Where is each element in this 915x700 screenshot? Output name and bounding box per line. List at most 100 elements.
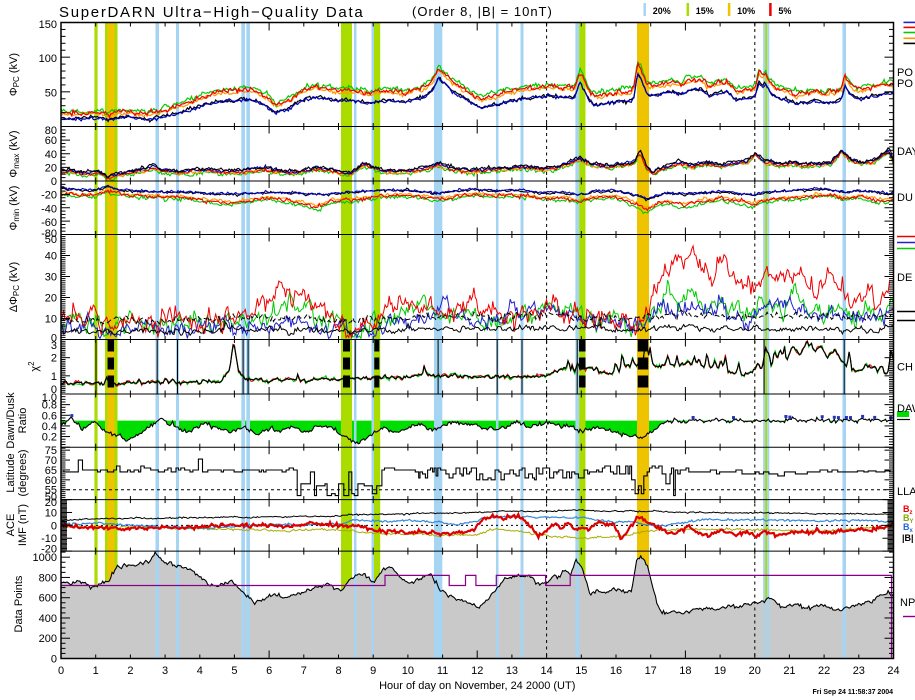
svg-text:400: 400 bbox=[39, 613, 57, 625]
svg-text:DE: DE bbox=[897, 272, 912, 284]
svg-text:24: 24 bbox=[887, 665, 899, 677]
svg-text:21: 21 bbox=[783, 665, 795, 677]
svg-text:0: 0 bbox=[51, 176, 57, 188]
svg-text:20%: 20% bbox=[653, 6, 671, 16]
svg-text:BY: BY bbox=[903, 513, 914, 525]
svg-text:DAW: DAW bbox=[897, 403, 915, 415]
svg-text:1: 1 bbox=[51, 371, 57, 383]
svg-text:-20: -20 bbox=[41, 190, 57, 202]
svg-text:Fri Sep 24 11:58:37 2004: Fri Sep 24 11:58:37 2004 bbox=[812, 689, 893, 696]
svg-text:5%: 5% bbox=[778, 6, 791, 16]
svg-text:χ2: χ2 bbox=[27, 361, 41, 372]
svg-text:20: 20 bbox=[45, 497, 57, 509]
svg-text:60: 60 bbox=[45, 135, 57, 147]
svg-text:65: 65 bbox=[45, 465, 57, 477]
svg-text:1.0: 1.0 bbox=[42, 392, 57, 404]
svg-text:55: 55 bbox=[45, 485, 57, 497]
svg-text:20: 20 bbox=[749, 665, 761, 677]
svg-text:4: 4 bbox=[197, 665, 203, 677]
svg-text:(Order 8, |B| = 10nT): (Order 8, |B| = 10nT) bbox=[412, 4, 553, 19]
svg-text:6: 6 bbox=[266, 665, 272, 677]
svg-text:100: 100 bbox=[39, 53, 57, 65]
svg-text:40: 40 bbox=[45, 149, 57, 161]
svg-text:0.6: 0.6 bbox=[42, 410, 57, 422]
svg-text:14: 14 bbox=[541, 665, 553, 677]
svg-text:200: 200 bbox=[39, 633, 57, 645]
svg-text:50: 50 bbox=[45, 234, 57, 246]
svg-text:75: 75 bbox=[45, 445, 57, 457]
svg-text:-10: -10 bbox=[41, 533, 57, 545]
svg-text:0: 0 bbox=[51, 384, 57, 396]
svg-text:0: 0 bbox=[51, 333, 57, 345]
svg-text:11: 11 bbox=[437, 665, 448, 677]
svg-text:0.4: 0.4 bbox=[42, 421, 57, 433]
svg-text:50: 50 bbox=[45, 492, 57, 504]
svg-text:19: 19 bbox=[714, 665, 726, 677]
svg-text:10: 10 bbox=[45, 507, 57, 519]
svg-text:2: 2 bbox=[51, 353, 57, 365]
svg-text:ΦPC (kV): ΦPC (kV) bbox=[8, 53, 21, 96]
svg-text:3: 3 bbox=[162, 665, 168, 677]
svg-text:15: 15 bbox=[575, 665, 587, 677]
svg-text:1: 1 bbox=[93, 665, 99, 677]
svg-text:60: 60 bbox=[45, 475, 57, 487]
svg-text:20: 20 bbox=[45, 293, 57, 305]
svg-text:(degrees): (degrees) bbox=[17, 449, 29, 496]
svg-text:2: 2 bbox=[127, 665, 133, 677]
svg-text:Bz: Bz bbox=[903, 504, 913, 516]
svg-text:7: 7 bbox=[301, 665, 307, 677]
svg-text:20: 20 bbox=[45, 162, 57, 174]
svg-text:Bx: Bx bbox=[903, 522, 914, 534]
svg-text:10: 10 bbox=[402, 665, 414, 677]
svg-text:-60: -60 bbox=[41, 217, 57, 229]
svg-text:Ratio: Ratio bbox=[17, 408, 29, 434]
svg-text:10%: 10% bbox=[737, 6, 755, 16]
svg-text:LLA: LLA bbox=[897, 486, 915, 498]
svg-text:30: 30 bbox=[45, 272, 57, 284]
svg-text:12: 12 bbox=[471, 665, 483, 677]
svg-text:1000: 1000 bbox=[33, 552, 57, 564]
svg-text:22: 22 bbox=[818, 665, 830, 677]
svg-text:10: 10 bbox=[45, 314, 57, 326]
svg-text:15%: 15% bbox=[696, 6, 714, 16]
svg-text:CH: CH bbox=[897, 362, 913, 374]
svg-text:0.2: 0.2 bbox=[42, 432, 57, 444]
svg-text:Hour of day on November, 24 20: Hour of day on November, 24 2000 (UT) bbox=[379, 680, 575, 692]
svg-text:0.8: 0.8 bbox=[42, 400, 57, 412]
svg-text:SuperDARN Ultra−High−Quality: SuperDARN Ultra−High−Quality Data bbox=[59, 4, 364, 21]
svg-text:13: 13 bbox=[506, 665, 518, 677]
svg-text:ΔΦPC (kV): ΔΦPC (kV) bbox=[8, 262, 21, 312]
svg-text:18: 18 bbox=[679, 665, 691, 677]
svg-text:16: 16 bbox=[610, 665, 622, 677]
svg-text:DU: DU bbox=[897, 192, 913, 204]
svg-text:Dawn/Dusk: Dawn/Dusk bbox=[5, 392, 17, 449]
svg-text:NP: NP bbox=[900, 597, 915, 609]
svg-text:40: 40 bbox=[45, 251, 57, 263]
svg-text:0: 0 bbox=[58, 665, 64, 677]
svg-text:3: 3 bbox=[51, 340, 57, 352]
svg-text:-80: -80 bbox=[41, 228, 57, 240]
svg-text:Data Points: Data Points bbox=[13, 575, 25, 632]
svg-text:17: 17 bbox=[645, 665, 657, 677]
svg-text:-20: -20 bbox=[41, 544, 57, 556]
svg-text:80: 80 bbox=[45, 125, 57, 137]
svg-text:|B|: |B| bbox=[902, 533, 914, 543]
svg-text:DAY: DAY bbox=[897, 146, 915, 158]
svg-text:Latitude: Latitude bbox=[5, 453, 17, 492]
svg-text:70: 70 bbox=[45, 455, 57, 467]
svg-text:23: 23 bbox=[853, 665, 865, 677]
svg-text:0: 0 bbox=[51, 520, 57, 532]
svg-text:Φmax (kV): Φmax (kV) bbox=[8, 130, 21, 177]
svg-text:PO: PO bbox=[897, 78, 913, 90]
svg-text:800: 800 bbox=[39, 572, 57, 584]
svg-text:-40: -40 bbox=[41, 203, 57, 215]
svg-text:Φmin (kV): Φmin (kV) bbox=[8, 186, 21, 231]
svg-text:IMF (nT): IMF (nT) bbox=[17, 504, 29, 546]
svg-text:600: 600 bbox=[39, 593, 57, 605]
svg-text:ACE: ACE bbox=[5, 514, 17, 537]
svg-text:150: 150 bbox=[39, 19, 57, 31]
svg-text:5: 5 bbox=[231, 665, 237, 677]
svg-text:0: 0 bbox=[51, 654, 57, 666]
svg-text:9: 9 bbox=[370, 665, 376, 677]
svg-text:50: 50 bbox=[45, 88, 57, 100]
